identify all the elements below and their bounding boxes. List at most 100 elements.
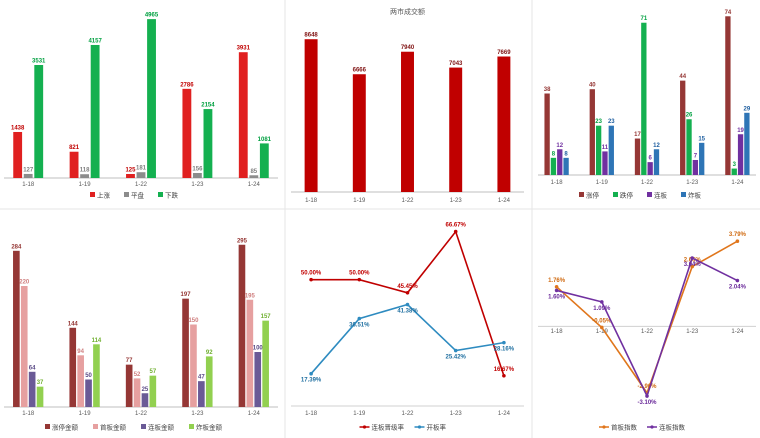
data-label: 66.67% [446,223,467,229]
bar [182,88,192,178]
line-point [453,229,458,234]
x-tick-label: 1-22 [135,411,148,417]
bar [69,151,79,178]
legend-label: 连板指数 [659,423,686,432]
legend-label: 连板晋级率 [372,423,405,432]
bar [595,125,602,175]
bar [249,175,259,178]
bar [653,149,660,175]
chart-title: 两市成交额 [390,7,425,16]
data-label: 1081 [258,137,272,143]
data-label: 821 [69,145,80,151]
data-label: 8 [552,151,556,157]
data-label: 284 [11,244,22,250]
x-tick-label: 1-22 [641,329,654,335]
x-tick-label: 1-23 [686,180,699,186]
bar [692,159,699,175]
line-point [600,300,604,304]
data-label: 94 [77,349,84,355]
line-point [357,277,362,282]
bar [34,65,44,178]
legend-swatch [90,192,95,197]
legend-label: 涨停金额 [52,423,79,432]
x-tick-label: 1-24 [498,198,511,204]
line-point [309,371,313,376]
data-label: 1.60% [548,294,566,300]
data-label: 37 [37,380,44,386]
legend-swatch [417,425,422,429]
data-label: -2.96% [637,384,657,390]
x-tick-label: 1-18 [22,182,35,188]
x-tick-label: 1-24 [248,411,261,417]
data-label: 64 [29,365,36,371]
bar [90,44,100,179]
x-tick-label: 1-19 [79,182,92,188]
bar [126,174,135,178]
x-tick-label: 1-24 [248,182,261,188]
legend-swatch [362,425,367,429]
data-label: 77 [126,358,133,364]
x-tick-label: 1-18 [22,411,35,417]
bar [192,173,202,178]
data-label: 100 [253,346,264,352]
x-tick-label: 1-23 [191,411,204,417]
bar [190,324,197,407]
bar [149,375,157,407]
data-label: 50 [85,373,92,379]
data-label: 45.45% [397,284,418,290]
bar [401,51,414,192]
data-label: 1.76% [548,278,566,284]
bar [246,299,254,407]
data-label: 7043 [449,61,463,67]
bar [93,344,100,407]
legend-label: 连板 [654,191,668,200]
bar [69,327,77,407]
bar [557,149,563,175]
line-point [357,316,362,321]
legend-label: 炸板 [688,191,702,200]
legend-label: 连板金额 [148,423,175,432]
data-label: 114 [92,338,102,344]
bar [125,364,133,407]
data-label: 150 [188,318,199,324]
x-tick-label: 1-19 [353,411,366,417]
bar [23,173,33,178]
data-label: 25.42% [446,355,467,361]
data-label: 1438 [11,125,25,131]
line-point [405,290,410,295]
x-tick-label: 1-18 [551,329,564,335]
x-tick-label: 1-23 [686,329,699,335]
data-label: 181 [136,166,147,172]
bar [647,162,653,175]
data-label: 220 [19,280,30,286]
bar [731,168,737,175]
data-label: 118 [80,168,90,174]
line-point [600,325,604,330]
legend-swatch [647,192,652,197]
line-point [554,285,559,289]
bar [198,381,205,407]
bar [13,250,20,407]
x-tick-label: 1-22 [135,182,148,188]
data-label: 36.51% [349,323,370,329]
data-label: 71 [640,16,647,22]
series-line [556,256,738,399]
data-label: 127 [23,167,34,173]
x-tick-label: 1-19 [596,180,609,186]
x-tick-label: 1-19 [79,411,92,417]
data-label: 11 [602,145,609,151]
legend-swatch [613,192,618,197]
chart-panel-4: 1-18 284 220 64 37 1-19 144 94 50 114 1-22 77 52 25 57… [4,238,278,432]
data-label: 125 [125,168,136,174]
x-tick-label: 1-22 [641,180,654,186]
line-point [645,394,649,398]
data-label: 44 [679,74,686,80]
chart-panel-3: 1-183881281-19402311231-2217716121-23442… [538,10,756,200]
bar [133,378,141,407]
chart-panel-2: 两市成交额 1-18 8648 1-19 6666 1-22 7940 1-23 7043 1-2… [291,7,524,204]
data-label: 6 [648,156,652,162]
bar [182,298,189,407]
legend-swatch [602,425,606,429]
data-label: 28.16% [494,347,515,353]
data-label: 2154 [201,103,215,109]
